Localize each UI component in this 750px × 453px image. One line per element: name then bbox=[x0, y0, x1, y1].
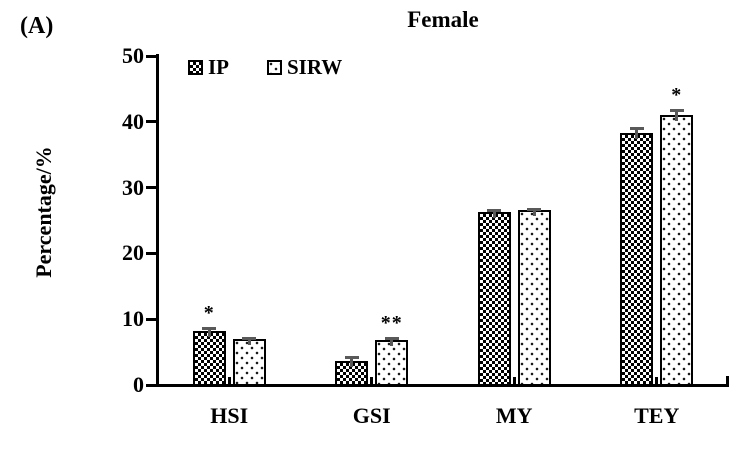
error-bar-line-SIRW-TEY bbox=[675, 109, 679, 122]
error-bar-cap-SIRW-HSI bbox=[242, 336, 257, 340]
y-tick-label-0: 0 bbox=[133, 372, 144, 397]
sig-GSI-SIRW: ** bbox=[380, 311, 403, 334]
y-tick-label-50: 50 bbox=[122, 43, 144, 68]
y-tick-10 bbox=[146, 317, 158, 321]
y-tick-20 bbox=[146, 251, 158, 255]
bar-IP-TEY bbox=[620, 132, 654, 387]
y-tick-30 bbox=[146, 186, 158, 190]
legend: IP SIRW bbox=[188, 55, 343, 79]
x-tick-label-TEY: TEY bbox=[634, 403, 680, 428]
x-nub-end bbox=[726, 376, 729, 384]
error-bar-cap-IP-GSI bbox=[344, 356, 359, 360]
panel-label: (A) bbox=[20, 13, 54, 39]
error-bar-line-IP-HSI bbox=[207, 327, 211, 338]
x-nub-MY bbox=[512, 377, 516, 384]
sig-TEY-SIRW: * bbox=[671, 84, 683, 107]
y-tick-label-20: 20 bbox=[122, 240, 144, 266]
error-bar-line-SIRW-GSI bbox=[390, 336, 394, 347]
x-axis-line bbox=[155, 384, 729, 387]
error-bar-line-SIRW-MY bbox=[532, 207, 536, 216]
y-tick-label-10: 10 bbox=[122, 306, 144, 332]
x-nub-TEY bbox=[655, 377, 659, 384]
error-bar-cap-SIRW-MY bbox=[527, 207, 542, 211]
error-bar-cap-SIRW-GSI bbox=[384, 336, 399, 340]
error-bar-cap-SIRW-TEY bbox=[669, 109, 684, 113]
x-tick-label-GSI: GSI bbox=[352, 403, 391, 428]
legend-item-SIRW: SIRW bbox=[267, 55, 343, 79]
x-nub-HSI bbox=[227, 377, 231, 384]
error-bar-cap-IP-TEY bbox=[629, 127, 644, 131]
error-bar-line-IP-TEY bbox=[635, 127, 639, 139]
y-tick-label-30: 30 bbox=[122, 174, 144, 200]
y-axis-line bbox=[155, 54, 159, 387]
legend-item-IP: IP bbox=[188, 55, 229, 79]
chart-title: Female bbox=[407, 7, 479, 32]
bar-IP-HSI bbox=[192, 331, 226, 387]
bar-SIRW-TEY bbox=[660, 115, 694, 387]
y-tick-0 bbox=[146, 383, 158, 387]
error-bar-line-SIRW-HSI bbox=[247, 336, 251, 345]
legend-label-SIRW: SIRW bbox=[287, 55, 343, 79]
legend-swatch-checker-icon bbox=[188, 59, 203, 75]
x-tick-label-MY: MY bbox=[495, 403, 533, 428]
y-tick-50 bbox=[146, 54, 158, 58]
bar-SIRW-MY bbox=[517, 209, 551, 387]
bar-SIRW-HSI bbox=[232, 338, 266, 387]
error-bar-cap-IP-MY bbox=[487, 208, 502, 212]
y-tick-40 bbox=[146, 120, 158, 124]
bar-SIRW-GSI bbox=[375, 340, 409, 387]
sig-HSI-IP: * bbox=[203, 302, 215, 325]
y-tick-label-40: 40 bbox=[122, 108, 144, 134]
legend-label-IP: IP bbox=[208, 55, 229, 79]
error-bar-line-IP-MY bbox=[492, 208, 496, 218]
bar-IP-MY bbox=[477, 211, 511, 387]
error-bar-cap-IP-HSI bbox=[202, 327, 217, 331]
error-bar-line-IP-GSI bbox=[350, 356, 354, 367]
x-tick-label-HSI: HSI bbox=[210, 403, 249, 428]
legend-swatch-dots-icon bbox=[267, 59, 282, 75]
x-nub-GSI bbox=[370, 377, 374, 384]
